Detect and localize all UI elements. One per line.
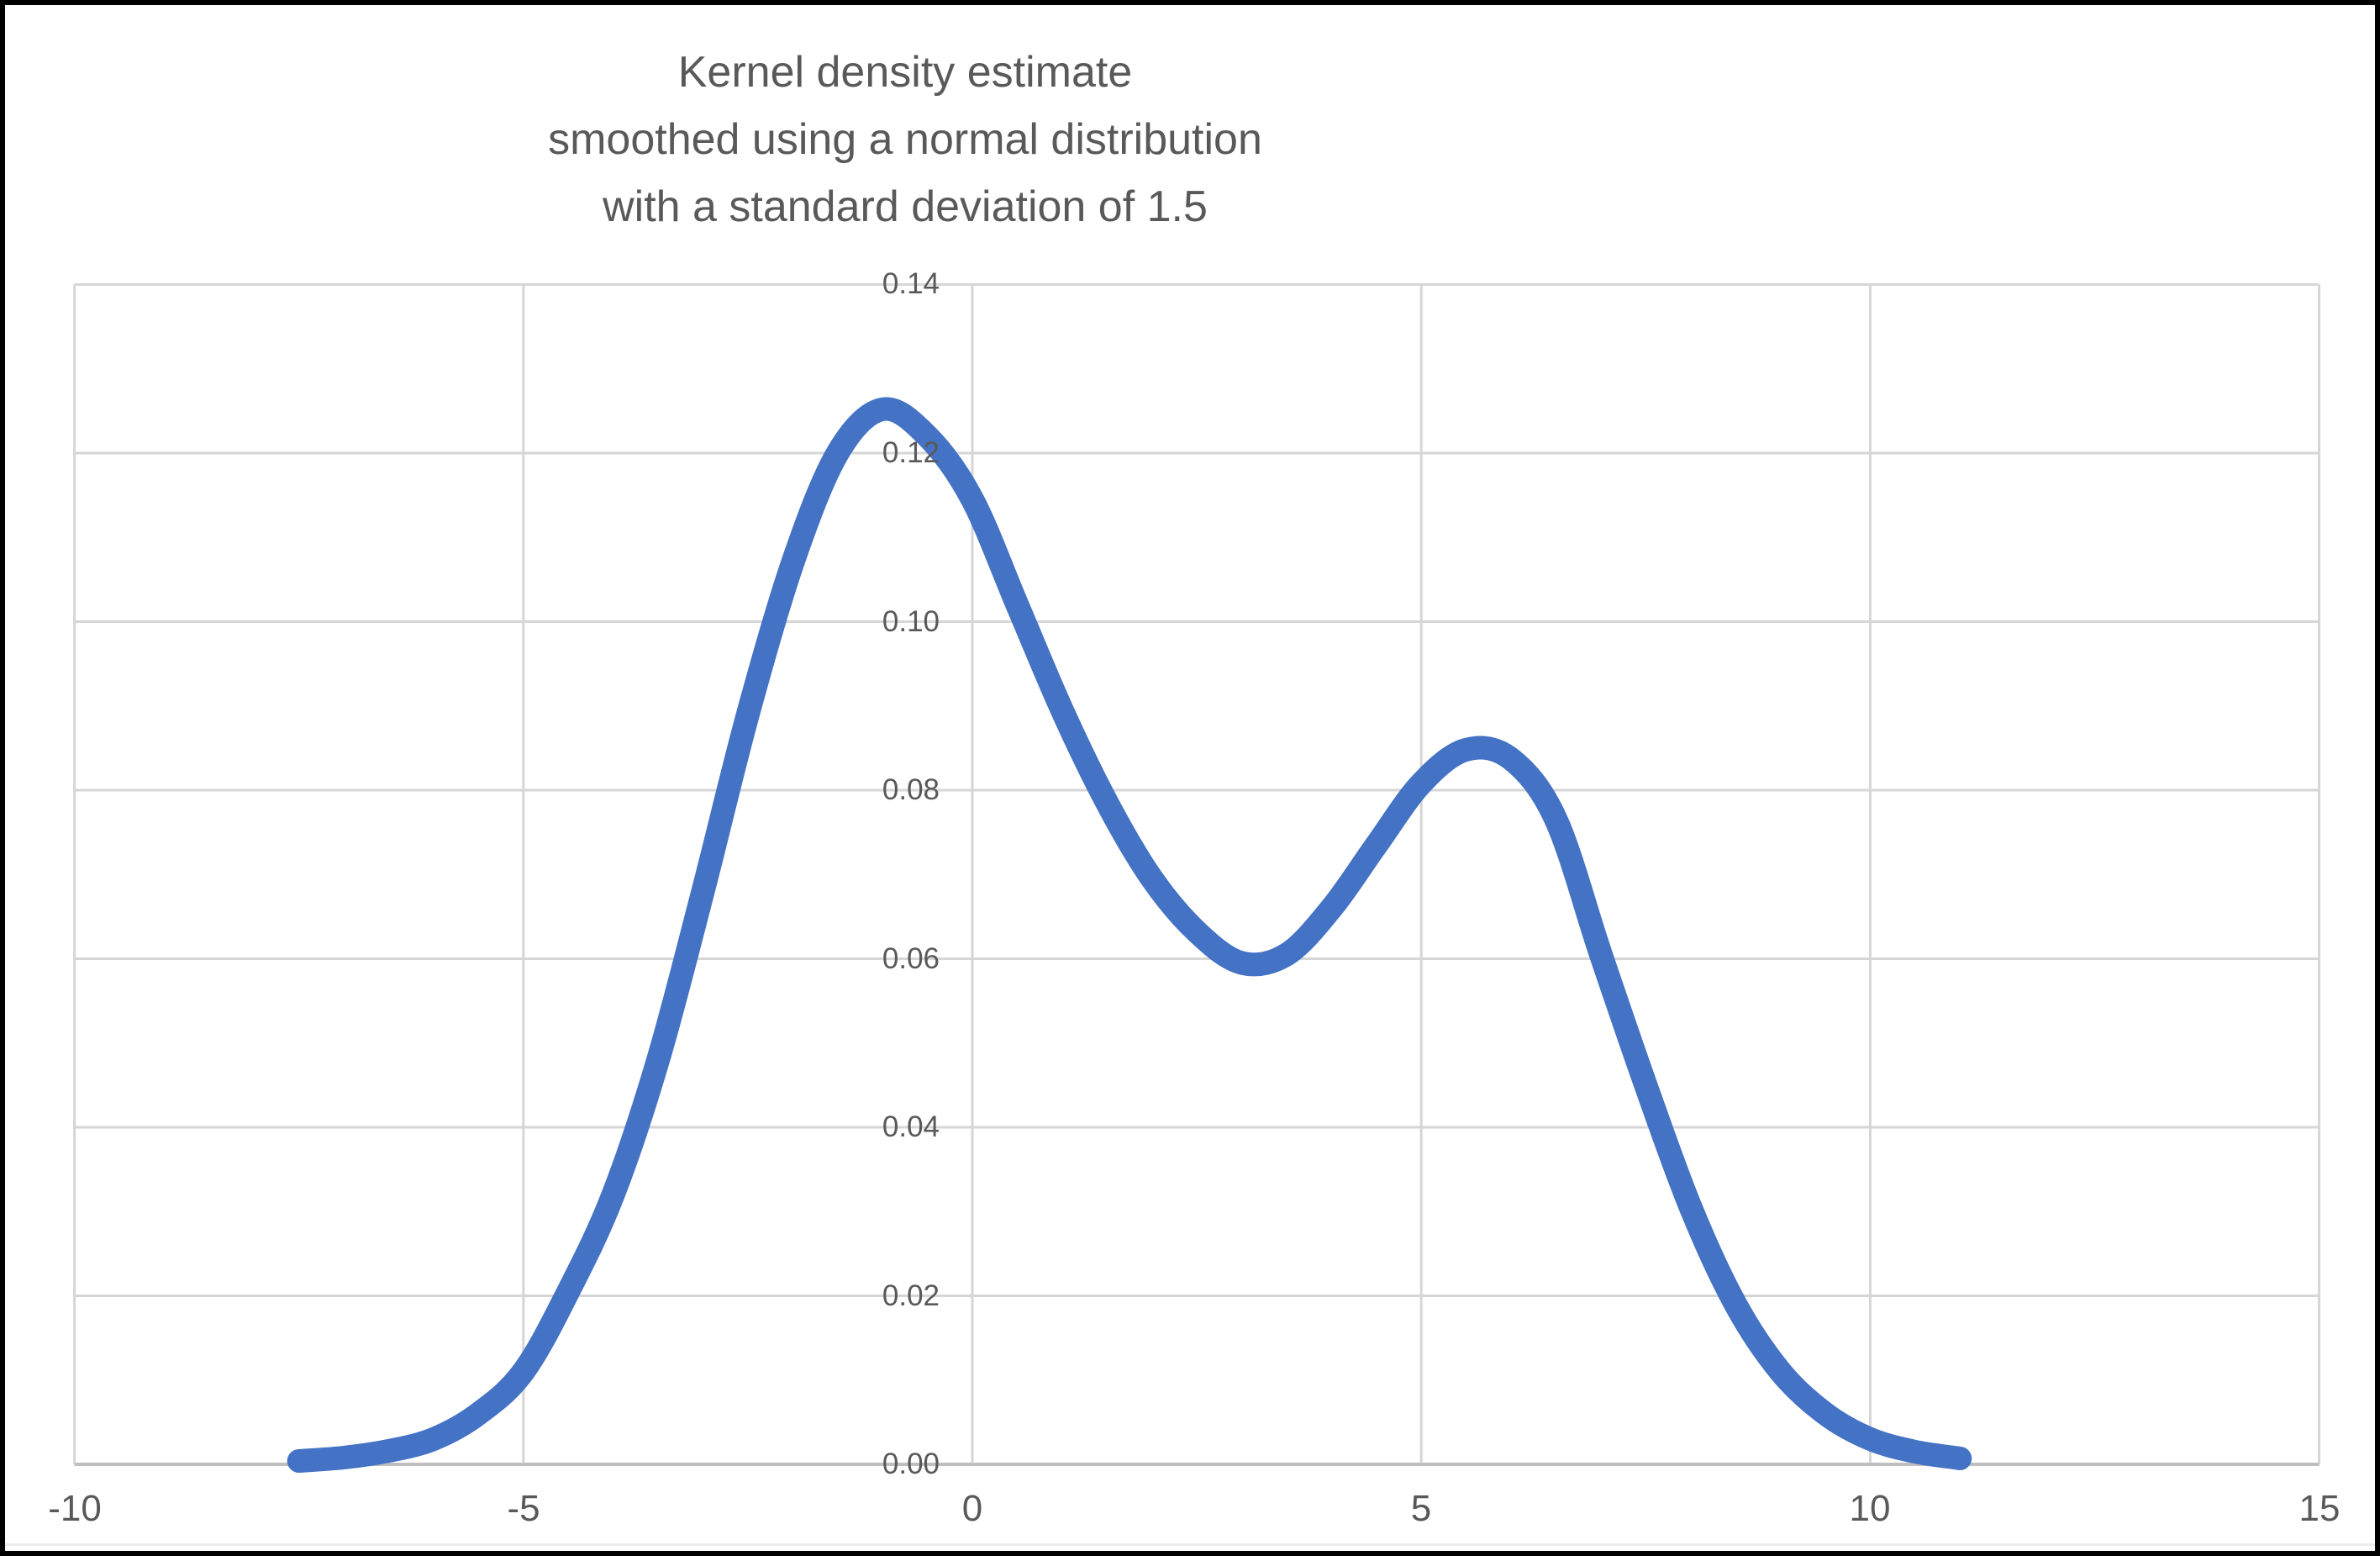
y-tick-label: 0.02	[882, 1279, 940, 1312]
x-tick-label: 15	[2298, 1488, 2341, 1529]
frame-inner-edge	[5, 1543, 2375, 1546]
x-tick-label: 0	[961, 1488, 983, 1529]
y-tick-label: 0.04	[882, 1110, 940, 1143]
x-tick-label: 5	[1410, 1488, 1432, 1529]
chart-title: Kernel density estimate smoothed using a…	[548, 48, 1262, 231]
y-tick-label: 0.12	[882, 436, 940, 469]
plot-area	[73, 283, 2321, 1473]
x-tick-label: -10	[48, 1488, 102, 1529]
y-tick-label: 0.06	[882, 942, 940, 975]
y-tick-label: 0.08	[882, 773, 940, 806]
kde-curve	[287, 397, 1972, 1473]
y-tick-label: 0.10	[882, 605, 940, 638]
y-tick-label: 0.00	[882, 1448, 940, 1480]
y-tick-label: 0.14	[882, 267, 940, 300]
x-tick-label: 10	[1849, 1488, 1891, 1529]
x-tick-label: -5	[507, 1488, 540, 1529]
